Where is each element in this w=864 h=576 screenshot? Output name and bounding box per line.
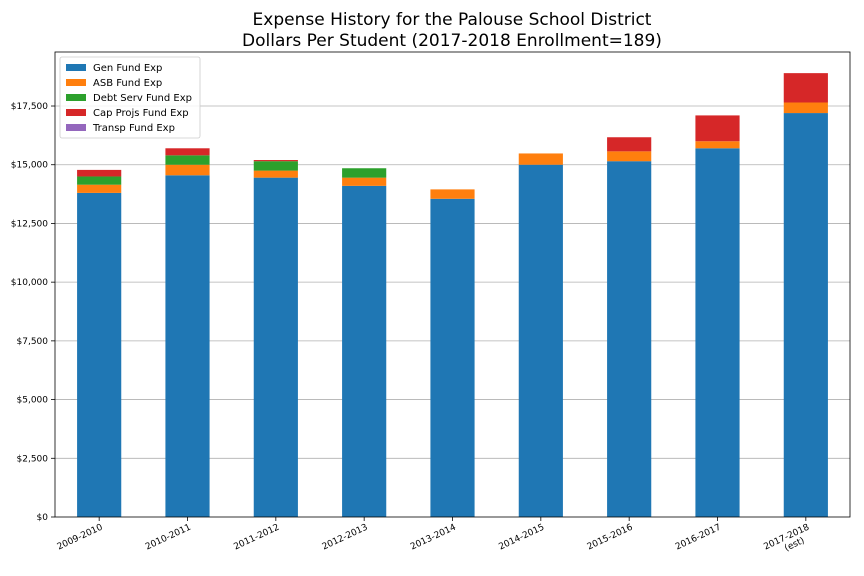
legend-label: Transp Fund Exp <box>92 123 175 134</box>
bar-segment <box>165 164 210 176</box>
plot-frame <box>54 51 851 518</box>
x-tick-label-group: 2016-2017 <box>674 523 723 553</box>
legend-box <box>59 56 201 139</box>
legend-label: Gen Fund Exp <box>93 63 162 74</box>
bar-segment <box>607 137 652 152</box>
bar-segment <box>253 160 298 162</box>
bar-segment <box>253 170 298 178</box>
bar-segment <box>77 169 122 177</box>
y-tick-label: $5,000 <box>17 396 49 406</box>
y-tick-label: $12,500 <box>11 219 48 229</box>
bar-segment <box>342 177 387 186</box>
bar-segment <box>607 151 652 162</box>
bar-segment <box>518 153 563 165</box>
x-tick-label: 2009-2010 <box>56 523 105 553</box>
x-tick-label: 2012-2013 <box>321 523 370 553</box>
y-tick-label: $7,500 <box>17 337 49 347</box>
y-tick-label: $15,000 <box>11 161 48 171</box>
legend-label: Cap Projs Fund Exp <box>93 108 189 119</box>
x-tick-label: 2010-2011 <box>144 523 193 553</box>
x-tick-label-group: 2012-2013 <box>321 523 370 553</box>
bar-segment <box>783 113 828 517</box>
bar-segment <box>607 161 652 518</box>
x-tick-label: 2014-2015 <box>497 523 546 553</box>
bar-segment <box>253 161 298 171</box>
y-tick-label: $2,500 <box>17 454 49 464</box>
bar-segment <box>783 73 828 103</box>
chart-subtitle: Dollars Per Student (2017-2018 Enrollmen… <box>242 31 662 51</box>
bar-segment <box>165 175 210 517</box>
legend-swatch <box>66 79 86 86</box>
bar-segment <box>165 155 210 165</box>
bar-segment <box>695 141 740 149</box>
x-tick-label-group: 2010-2011 <box>144 523 193 553</box>
x-tick-label-group: 2013-2014 <box>409 523 458 553</box>
x-tick-label: 2016-2017 <box>674 523 723 553</box>
chart-title: Expense History for the Palouse School D… <box>253 10 652 30</box>
bar-segment <box>518 164 563 517</box>
bar-segment <box>430 189 475 199</box>
x-tick-label-group: 2009-2010 <box>56 523 105 553</box>
y-tick-label: $0 <box>37 513 49 523</box>
bar-segment <box>783 102 828 114</box>
x-tick-label: 2011-2012 <box>232 523 281 553</box>
bar-segment <box>430 198 475 517</box>
x-tick-label-group: 2014-2015 <box>497 523 546 553</box>
x-tick-label: 2015-2016 <box>586 523 635 553</box>
bar-segment <box>77 184 122 193</box>
bar-segment <box>342 168 387 178</box>
x-tick-label-group: 2015-2016 <box>586 523 635 553</box>
x-tick-label-group: 2017-2018(est) <box>762 523 811 554</box>
y-tick-label: $17,500 <box>11 102 48 112</box>
legend-swatch <box>66 64 86 71</box>
bar-segment <box>695 148 740 517</box>
legend-label: Debt Serv Fund Exp <box>93 93 192 104</box>
bar-segment <box>165 148 210 156</box>
bars <box>77 73 828 518</box>
legend-swatch <box>66 94 86 101</box>
legend: Gen Fund Exp ASB Fund Exp Debt Serv Fund E… <box>59 56 201 139</box>
bar-segment <box>77 176 122 185</box>
bar-segment <box>77 192 122 517</box>
x-tick-label-group: 2011-2012 <box>232 523 281 553</box>
bar-segment <box>695 115 740 142</box>
legend-swatch <box>66 109 86 116</box>
legend-label: ASB Fund Exp <box>93 78 162 89</box>
x-tick-label: 2013-2014 <box>409 523 458 553</box>
legend-swatch <box>66 124 86 131</box>
y-tick-label: $10,000 <box>11 278 48 288</box>
bar-segment <box>253 177 298 518</box>
bar-segment <box>342 185 387 517</box>
